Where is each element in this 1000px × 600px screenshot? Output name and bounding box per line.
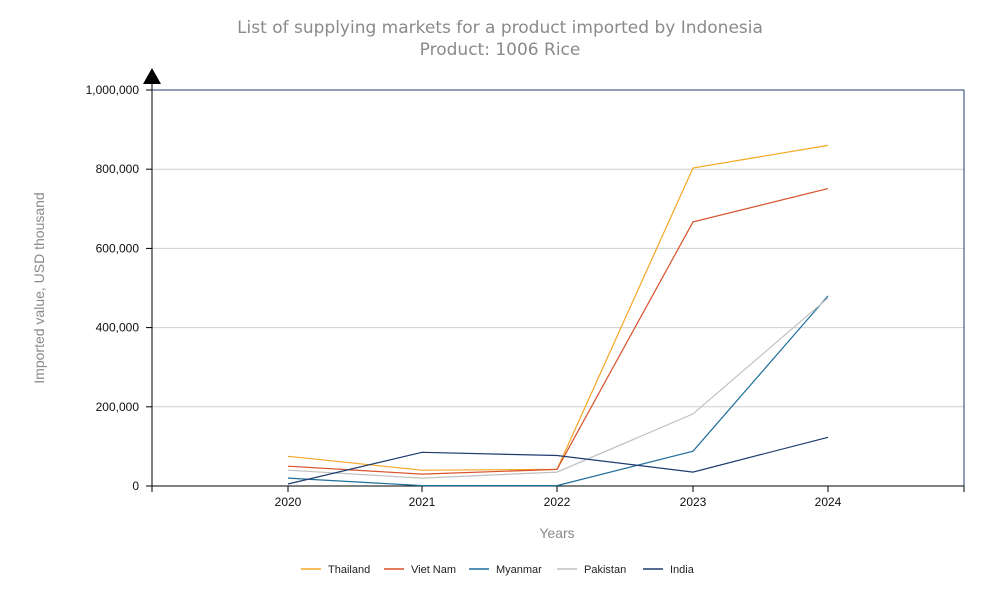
legend-label: India <box>670 564 695 576</box>
x-axis-title: Years <box>539 525 574 541</box>
y-tick-label: 0 <box>132 479 139 493</box>
chart-title: List of supplying markets for a product … <box>237 18 763 38</box>
series-line-myanmar <box>287 295 829 487</box>
series-line-viet-nam <box>287 188 829 475</box>
legend-label: Viet Nam <box>411 564 456 576</box>
y-tick-label: 1,000,000 <box>86 83 140 97</box>
legend-label: Pakistan <box>584 564 626 576</box>
legend-label: Myanmar <box>496 564 542 576</box>
x-tick-label: 2021 <box>409 495 436 509</box>
y-axis-title: Imported value, USD thousand <box>31 192 47 383</box>
y-tick-label: 400,000 <box>96 321 140 335</box>
y-tick-label: 600,000 <box>96 241 140 255</box>
series-line-india <box>287 436 829 485</box>
x-tick-label: 2023 <box>680 495 707 509</box>
legend-label: Thailand <box>328 564 370 576</box>
x-tick-label: 2020 <box>275 495 302 509</box>
y-axis-arrow-icon <box>143 68 161 84</box>
chart-subtitle: Product: 1006 Rice <box>419 40 581 60</box>
series-line-pakistan <box>287 297 829 479</box>
x-tick-label: 2022 <box>544 495 571 509</box>
y-tick-label: 200,000 <box>96 400 140 414</box>
series-line-thailand <box>287 144 829 471</box>
x-tick-label: 2024 <box>815 495 842 509</box>
y-tick-label: 800,000 <box>96 162 140 176</box>
